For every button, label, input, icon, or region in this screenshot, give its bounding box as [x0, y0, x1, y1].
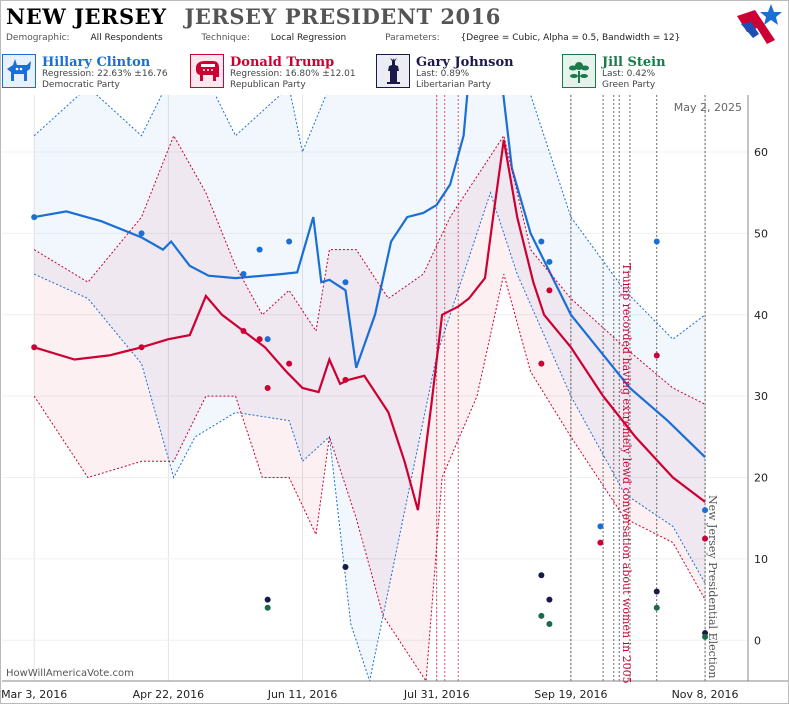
plot-area: [2, 95, 748, 681]
poll-point: [546, 621, 553, 628]
state-title: NEW JERSEY: [6, 4, 167, 29]
x-tick-label: Jun 11, 2016: [267, 688, 338, 701]
candidate-name: Gary Johnson: [416, 55, 514, 70]
y-tick-label: 60: [754, 146, 768, 159]
technique-value: Local Regression: [270, 33, 347, 43]
event-annotation: New Jersey Presidential Election: [706, 495, 719, 678]
poll-point: [538, 238, 545, 245]
poll-point: [286, 238, 293, 245]
poll-point: [653, 238, 660, 245]
donkey-icon: [2, 54, 36, 88]
poll-point: [342, 376, 349, 383]
poll-point: [240, 271, 247, 278]
poll-point: [538, 612, 545, 619]
y-tick-label: 30: [754, 390, 768, 403]
lower-bound-line: [33, 191, 706, 681]
candidate-stat: Last: 0.42%: [602, 69, 656, 79]
candidate-card-clinton[interactable]: Hillary Clinton Regression: 22.63% ±16.7…: [2, 54, 187, 92]
candidate-name: Donald Trump: [230, 55, 335, 70]
poll-point: [546, 287, 553, 294]
poll-point: [256, 246, 263, 253]
poll-point: [702, 633, 709, 640]
poll-point: [264, 604, 271, 611]
demographic-value: All Respondents: [90, 33, 163, 43]
poll-point: [31, 214, 38, 221]
poll-point: [653, 604, 660, 611]
liberty-icon: [376, 54, 410, 88]
x-tick-label: Sep 19, 2016: [534, 688, 607, 701]
poll-point: [546, 258, 553, 265]
y-tick-label: 20: [754, 472, 768, 485]
poll-point: [138, 344, 145, 351]
lower-bound-line: [33, 273, 706, 681]
poll-point: [286, 360, 293, 367]
upper-bound-line: [33, 134, 706, 405]
parameters-line: Demographic: All Respondents Technique: …: [6, 33, 716, 43]
date-label: May 2, 2025: [674, 101, 742, 114]
candidate-party: Green Party: [602, 80, 656, 90]
poll-point: [31, 344, 38, 351]
flower-icon: [562, 54, 596, 88]
candidate-stat: Last: 0.89%: [416, 69, 470, 79]
candidate-party: Libertarian Party: [416, 80, 491, 90]
demographic-key: Demographic:: [6, 33, 70, 43]
upper-bound-line: [33, 95, 706, 340]
poll-point: [653, 588, 660, 595]
poll-point: [702, 507, 709, 514]
poll-point: [264, 596, 271, 603]
candidate-name: Jill Stein: [602, 55, 666, 70]
poll-point: [702, 535, 709, 542]
poll-point: [256, 336, 263, 343]
candidate-party: Democratic Party: [42, 80, 120, 90]
candidate-stat: Regression: 16.80% ±12.01: [230, 69, 356, 79]
x-tick-label: Nov 8, 2016: [672, 688, 739, 701]
x-tick-label: Mar 3, 2016: [1, 688, 67, 701]
elephant-icon: [190, 54, 224, 88]
poll-point: [264, 336, 271, 343]
poll-point: [653, 352, 660, 359]
poll-point: [138, 230, 145, 237]
site-credit: HowWillAmericaVote.com: [6, 668, 134, 679]
x-tick-label: Apr 22, 2016: [133, 688, 205, 701]
site-logo-icon: [737, 4, 782, 44]
y-tick-label: 50: [754, 227, 768, 240]
page-title: NEW JERSEY JERSEY PRESIDENT 2016: [6, 4, 501, 29]
candidate-card-johnson[interactable]: Gary Johnson Last: 0.89% Libertarian Par…: [376, 54, 561, 92]
poll-point: [538, 572, 545, 579]
parameters-value: {Degree = Cubic, Alpha = 0.5, Bandwidth …: [460, 33, 681, 43]
technique-key: Technique:: [201, 33, 250, 43]
y-tick-label: 40: [754, 309, 768, 322]
poll-point: [240, 328, 247, 335]
event-annotation: Trump recorded having extremely lewd con…: [620, 263, 633, 684]
y-tick-label: 10: [754, 553, 768, 566]
candidate-stat: Regression: 22.63% ±16.76: [42, 69, 168, 79]
x-tick-label: Jul 31, 2016: [403, 688, 470, 701]
candidate-name: Hillary Clinton: [42, 55, 151, 70]
parameters-key: Parameters:: [385, 33, 440, 43]
candidate-card-stein[interactable]: Jill Stein Last: 0.42% Green Party: [562, 54, 747, 92]
poll-point: [538, 360, 545, 367]
poll-point: [342, 564, 349, 571]
confidence-band: [34, 95, 706, 681]
poll-point: [597, 539, 604, 546]
poll-point: [546, 596, 553, 603]
candidate-card-trump[interactable]: Donald Trump Regression: 16.80% ±12.01 R…: [190, 54, 375, 92]
poll-point: [264, 385, 271, 391]
y-tick-label: 0: [754, 634, 761, 647]
poll-point: [342, 279, 349, 286]
candidate-party: Republican Party: [230, 80, 306, 90]
race-title: JERSEY PRESIDENT 2016: [184, 4, 501, 29]
regression-line: [33, 139, 706, 511]
poll-point: [597, 523, 604, 530]
